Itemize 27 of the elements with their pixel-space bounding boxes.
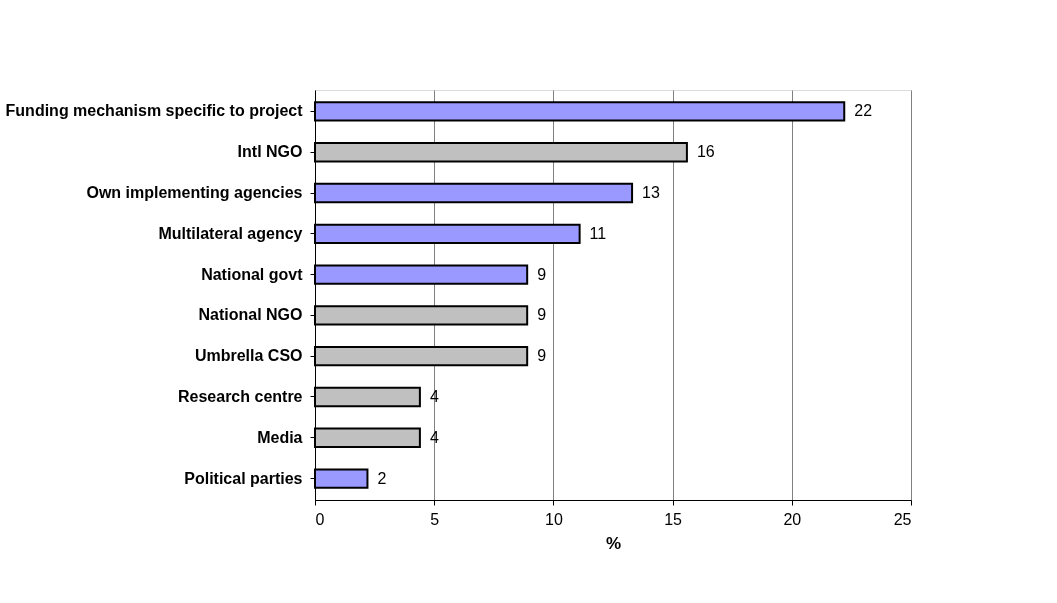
data-label: 4: [429, 387, 439, 405]
y-tick-label: Research centre: [177, 387, 303, 405]
y-tick-label: National govt: [201, 265, 304, 283]
x-axis-title: %: [605, 533, 622, 553]
y-tick-label: National NGO: [198, 306, 303, 324]
data-label: 9: [537, 265, 547, 283]
x-tick-label: 15: [664, 510, 683, 528]
y-tick-label: Own implementing agencies: [86, 184, 303, 202]
x-tick-label: 10: [545, 510, 563, 528]
y-tick-label: Umbrella CSO: [194, 347, 303, 365]
x-tick-label: 0: [315, 510, 325, 528]
data-label: 2: [377, 469, 387, 487]
x-tick-label: 20: [783, 510, 802, 528]
data-label: 16: [696, 143, 715, 161]
data-label: 22: [854, 102, 873, 120]
data-label: 9: [537, 306, 547, 324]
y-tick-label: Political parties: [184, 469, 303, 487]
x-tick-label: 25: [893, 510, 912, 528]
data-label: 13: [642, 184, 660, 202]
data-label: 11: [589, 224, 607, 242]
y-tick-label: Media: [257, 428, 303, 446]
data-label: 9: [537, 347, 547, 365]
y-tick-label: Intl NGO: [237, 143, 303, 161]
data-label: 4: [429, 428, 439, 446]
y-tick-label: Multilateral agency: [158, 224, 303, 242]
x-tick-label: 5: [430, 510, 440, 528]
y-tick-label: Funding mechanism specific to project: [5, 102, 304, 120]
